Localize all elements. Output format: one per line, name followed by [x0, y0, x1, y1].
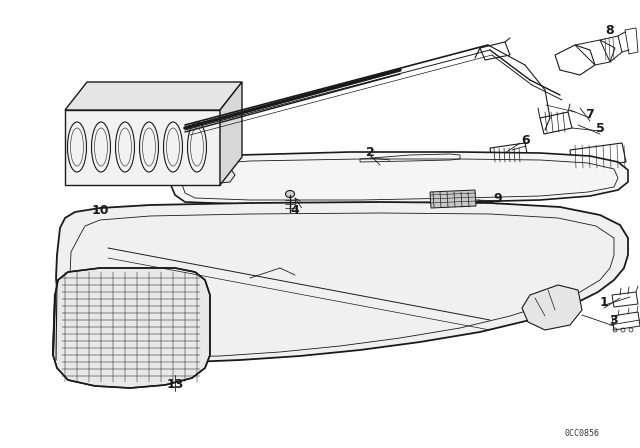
Text: 0CC0856: 0CC0856: [564, 429, 600, 438]
Text: 5: 5: [596, 121, 604, 134]
Polygon shape: [220, 82, 242, 185]
Polygon shape: [522, 285, 582, 330]
Polygon shape: [182, 159, 618, 200]
Text: 9: 9: [493, 191, 502, 204]
Text: 8: 8: [605, 23, 614, 36]
Polygon shape: [65, 110, 220, 185]
Polygon shape: [430, 190, 476, 208]
Text: 11: 11: [639, 296, 640, 309]
Text: 7: 7: [586, 108, 595, 121]
Polygon shape: [53, 268, 210, 388]
Polygon shape: [56, 202, 628, 362]
Text: 2: 2: [365, 146, 374, 159]
Text: 6: 6: [522, 134, 531, 146]
Polygon shape: [175, 166, 235, 184]
Polygon shape: [65, 82, 242, 110]
Polygon shape: [170, 152, 628, 204]
Text: 3: 3: [610, 314, 618, 327]
Text: 4: 4: [291, 203, 300, 216]
Text: 13: 13: [166, 379, 184, 392]
Text: 10: 10: [92, 203, 109, 216]
Text: 1: 1: [600, 296, 609, 309]
Polygon shape: [70, 213, 614, 357]
Ellipse shape: [285, 190, 294, 198]
